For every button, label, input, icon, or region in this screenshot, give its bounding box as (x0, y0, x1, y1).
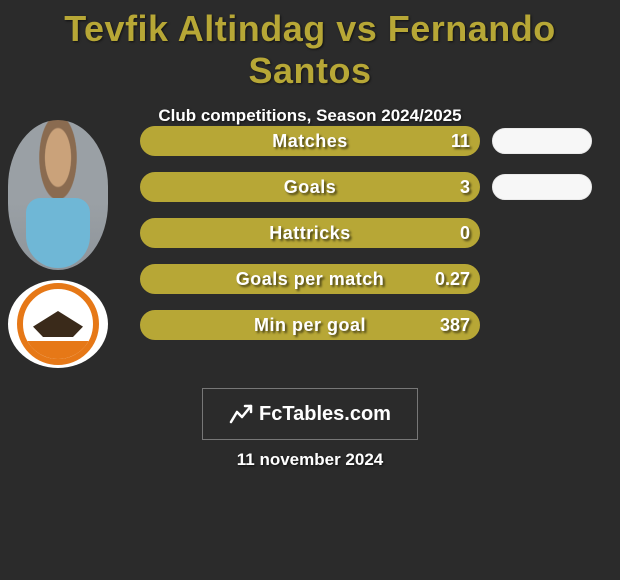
footer-date: 11 november 2024 (0, 450, 620, 470)
right-value-pills (492, 128, 592, 220)
stat-row: Hattricks 0 (140, 218, 480, 248)
footer-brand-text: FcTables.com (259, 403, 391, 426)
stat-row: Matches 11 (140, 126, 480, 156)
left-player-column (8, 120, 118, 368)
stat-label: Goals (142, 177, 478, 198)
stat-row: Min per goal 387 (140, 310, 480, 340)
stat-row: Goals per match 0.27 (140, 264, 480, 294)
stat-value-left: 0.27 (435, 269, 470, 290)
stat-value-left: 0 (460, 223, 470, 244)
stat-label: Hattricks (142, 223, 478, 244)
stat-rows: Matches 11 Goals 3 Hattricks 0 Goals per… (140, 126, 480, 356)
stat-label: Goals per match (142, 269, 478, 290)
stat-value-left: 3 (460, 177, 470, 198)
stat-value-left: 387 (440, 315, 470, 336)
stat-row: Goals 3 (140, 172, 480, 202)
right-pill (492, 174, 592, 200)
stat-value-left: 11 (451, 131, 470, 152)
stat-label: Min per goal (142, 315, 478, 336)
footer-brand-box[interactable]: FcTables.com (202, 388, 418, 440)
club-badge-inner (17, 283, 99, 365)
brand-icon (229, 402, 253, 426)
right-pill (492, 128, 592, 154)
club-badge-left (8, 280, 108, 368)
player-photo-left (8, 120, 108, 270)
stat-label: Matches (142, 131, 478, 152)
page-title: Tevfik Altindag vs Fernando Santos (0, 0, 620, 92)
